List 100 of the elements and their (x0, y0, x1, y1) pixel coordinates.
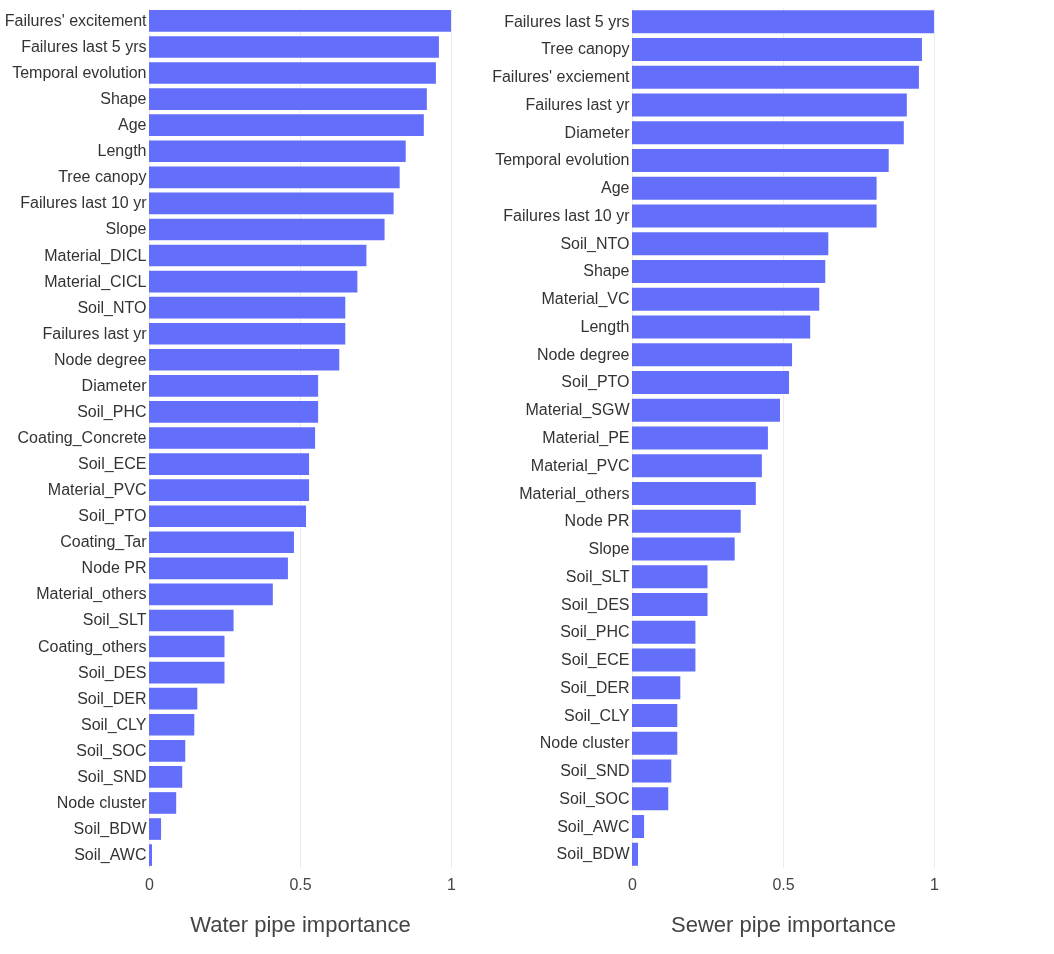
bar (149, 427, 316, 449)
y-tick-label: Soil_SLT (82, 611, 147, 630)
bar (632, 259, 826, 284)
bar (632, 703, 678, 728)
y-tick-label: Tree canopy (541, 40, 630, 58)
y-tick-label: Soil_SOC (76, 741, 147, 760)
x-tick-label: 0 (628, 875, 638, 893)
y-tick-label: Soil_DER (77, 689, 147, 708)
bar (632, 93, 907, 117)
y-tick-label: Soil_NTO (560, 234, 630, 253)
x-tick-label: 0.5 (772, 875, 795, 893)
bar (632, 176, 877, 200)
bar (149, 62, 436, 84)
bar (149, 557, 288, 580)
bar (149, 818, 162, 840)
y-tick-label: Soil_AWC (74, 846, 147, 865)
bar (149, 635, 225, 658)
y-tick-label: Failures last 5 yrs (504, 12, 630, 30)
y-tick-label: Failures' exciement (492, 68, 631, 86)
bar (149, 713, 195, 736)
x-tick-label: 0.5 (289, 875, 312, 893)
y-tick-label: Coating_Concrete (17, 429, 147, 447)
bar (632, 842, 639, 866)
bar (632, 648, 696, 672)
x-tick-label: 1 (930, 875, 940, 893)
bar (149, 140, 406, 163)
bar (149, 792, 177, 814)
y-tick-label: Soil_BDW (73, 820, 148, 839)
x-tick-label: 1 (447, 875, 457, 893)
bar (149, 348, 340, 371)
y-tick-label: Age (601, 179, 630, 197)
y-tick-label: Soil_PHC (77, 402, 147, 421)
bar (632, 204, 877, 228)
y-tick-label: Diameter (81, 376, 148, 394)
bar (632, 592, 708, 617)
bar (149, 36, 439, 58)
x-tick-label: 0 (145, 875, 155, 893)
bar (149, 531, 294, 554)
bar (149, 166, 400, 189)
y-tick-label: Material_PVC (47, 481, 147, 500)
bar (149, 375, 319, 397)
bar (632, 398, 780, 422)
bar (149, 740, 186, 762)
y-tick-label: Failures last 5 yrs (21, 37, 147, 55)
bar (632, 537, 735, 561)
y-tick-label: Length (580, 318, 630, 335)
bar (632, 620, 696, 644)
bar (149, 218, 385, 241)
bar (149, 88, 427, 110)
bar (149, 114, 424, 136)
y-tick-label: Soil_ECE (561, 651, 630, 670)
y-tick-label: Shape (583, 262, 630, 280)
bar (632, 232, 829, 256)
bar (632, 426, 768, 450)
y-tick-label: Temporal evolution (495, 151, 630, 169)
y-tick-label: Soil_SOC (559, 789, 630, 808)
bar (149, 844, 153, 866)
bar (632, 787, 669, 811)
y-tick-label: Temporal evolution (12, 64, 147, 82)
y-tick-label: Soil_ECE (78, 455, 147, 474)
y-tick-label: Age (118, 116, 147, 134)
bar (632, 287, 820, 311)
bar (149, 296, 346, 319)
bar (632, 815, 645, 839)
bar (632, 148, 889, 173)
bar (149, 609, 234, 632)
y-tick-label: Material_others (519, 484, 630, 503)
y-tick-label: Material_PVC (530, 456, 630, 475)
bar (149, 583, 273, 606)
y-tick-label: Soil_AWC (557, 817, 630, 836)
y-tick-label: Coating_others (37, 637, 147, 656)
y-tick-label: Soil_SLT (565, 567, 630, 586)
bar (149, 244, 367, 267)
y-tick-label: Node PR (81, 559, 147, 577)
bar (632, 37, 922, 61)
y-tick-label: Slope (588, 540, 630, 557)
bar (149, 661, 225, 684)
bar (632, 565, 708, 589)
y-tick-label: Soil_PTO (78, 507, 147, 526)
y-tick-label: Soil_CLY (563, 706, 630, 725)
y-tick-label: Failures last 10 yr (503, 206, 631, 224)
bar (149, 453, 310, 475)
bar (149, 322, 346, 345)
bar (149, 479, 310, 501)
y-tick-label: Failures last yr (525, 95, 631, 113)
y-tick-label: Node cluster (56, 793, 148, 811)
y-tick-label: Material_DICL (44, 246, 147, 265)
y-tick-label: Node PR (564, 512, 630, 530)
bar (632, 509, 741, 533)
bar (632, 121, 904, 145)
bar (632, 343, 793, 367)
bar (149, 687, 198, 710)
y-tick-label: Soil_DES (561, 595, 630, 614)
bar (632, 65, 919, 89)
y-tick-label: Soil_PHC (560, 623, 630, 642)
bar (149, 270, 358, 293)
y-tick-label: Material_CICL (44, 272, 147, 291)
bar (632, 676, 681, 700)
bar (632, 454, 762, 478)
bar (149, 10, 451, 32)
